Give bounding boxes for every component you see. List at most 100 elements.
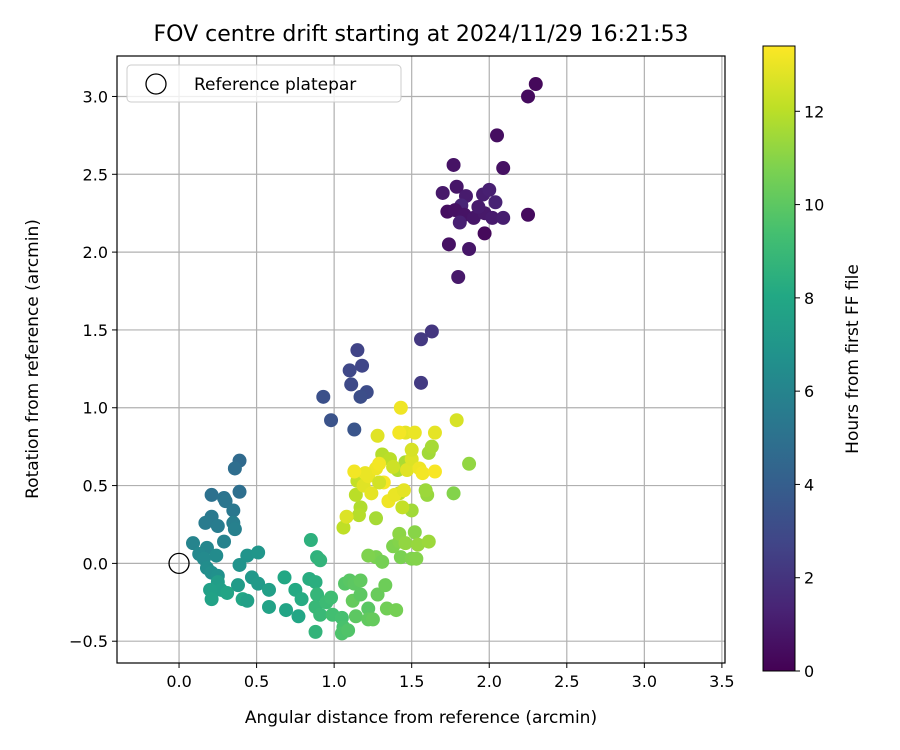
data-point [313, 607, 328, 622]
data-point [452, 215, 467, 230]
data-point [389, 603, 404, 618]
data-point [316, 389, 331, 404]
colorbar-tick-label: 0 [804, 662, 814, 681]
plot-frame [116, 55, 726, 664]
data-point [361, 548, 376, 563]
data-point [227, 461, 242, 476]
data-point [414, 332, 428, 347]
data-point [226, 503, 241, 518]
data-point [386, 459, 401, 474]
data-point [303, 533, 318, 548]
data-point [240, 593, 255, 608]
data-point [427, 425, 442, 440]
data-point [409, 551, 424, 566]
data-point [310, 587, 325, 602]
data-point [414, 375, 428, 390]
data-point [347, 422, 362, 437]
data-point [277, 570, 292, 585]
data-point [482, 182, 497, 197]
data-point [324, 413, 339, 428]
colorbar-ticks: 0 2 4 6 8 10 12 [795, 102, 824, 681]
data-point [350, 343, 365, 358]
x-tick-label: 3.0 [632, 672, 657, 691]
data-point [230, 578, 245, 593]
data-point [372, 456, 387, 471]
colorbar-tick-label: 2 [804, 569, 814, 588]
y-tick-label: 3.0 [83, 87, 108, 106]
data-point [369, 511, 384, 526]
data-point [308, 575, 323, 590]
data-point [251, 576, 266, 591]
data-point [421, 534, 436, 549]
data-point [521, 89, 536, 104]
data-point [462, 456, 477, 471]
data-point [375, 554, 390, 569]
colorbar-label: Hours from first FF file [843, 264, 863, 454]
data-point [204, 592, 219, 607]
data-point [392, 425, 407, 440]
data-point [400, 463, 415, 478]
x-tick-label: 3.5 [709, 672, 734, 691]
legend-box [126, 64, 402, 103]
y-tick-label: 1.5 [83, 321, 108, 340]
data-point [198, 515, 213, 530]
y-tick-label: 0.5 [83, 477, 108, 496]
data-point [227, 522, 242, 537]
colorbar-tick-label: 12 [804, 102, 824, 121]
data-point [446, 157, 461, 172]
y-tick-label: 1.0 [83, 399, 108, 418]
data-point [339, 509, 354, 524]
data-point [364, 486, 379, 501]
data-point [370, 428, 385, 443]
data-point [355, 358, 370, 373]
data-point [347, 464, 362, 479]
data-point [488, 195, 503, 210]
data-point [262, 582, 276, 597]
data-point [217, 534, 232, 549]
data-point [395, 500, 410, 515]
data-point [353, 587, 368, 602]
data-point [358, 466, 373, 481]
data-point [204, 487, 219, 502]
data-point [351, 508, 366, 523]
data-point [218, 494, 233, 509]
data-point [372, 475, 387, 490]
data-point [342, 363, 357, 378]
data-point [398, 536, 413, 551]
data-point [344, 377, 359, 392]
data-point [378, 578, 393, 593]
data-point [324, 590, 339, 605]
data-point [291, 609, 306, 624]
data-point [313, 553, 328, 568]
y-axis-ticks: −0.5 0.0 0.5 1.0 1.5 2.0 2.5 3.0 [69, 87, 117, 651]
data-point [209, 548, 224, 563]
y-tick-label: 2.0 [83, 243, 108, 262]
data-point [393, 550, 408, 565]
data-point [348, 487, 363, 502]
data-point [435, 185, 450, 200]
data-point [418, 483, 433, 498]
colorbar-tick-label: 8 [804, 289, 814, 308]
data-point [210, 519, 225, 534]
x-axis-ticks: 0.0 0.5 1.0 1.5 2.0 2.5 3.0 3.5 [166, 663, 735, 691]
data-point [496, 161, 511, 176]
data-point [496, 210, 511, 225]
data-point [353, 573, 368, 588]
data-point [424, 439, 439, 454]
data-point [471, 199, 486, 214]
colorbar-tick-label: 10 [804, 196, 824, 215]
data-point [341, 623, 356, 638]
x-tick-label: 2.0 [477, 672, 502, 691]
x-tick-label: 0.5 [244, 672, 269, 691]
colorbar-tick-label: 6 [804, 382, 814, 401]
data-point [427, 464, 442, 479]
data-point [410, 537, 425, 552]
data-point [451, 270, 466, 285]
data-point [353, 389, 368, 404]
data-point [449, 413, 464, 428]
data-point [404, 442, 419, 457]
data-point [490, 128, 504, 143]
data-point [396, 483, 411, 498]
data-point [415, 466, 430, 481]
